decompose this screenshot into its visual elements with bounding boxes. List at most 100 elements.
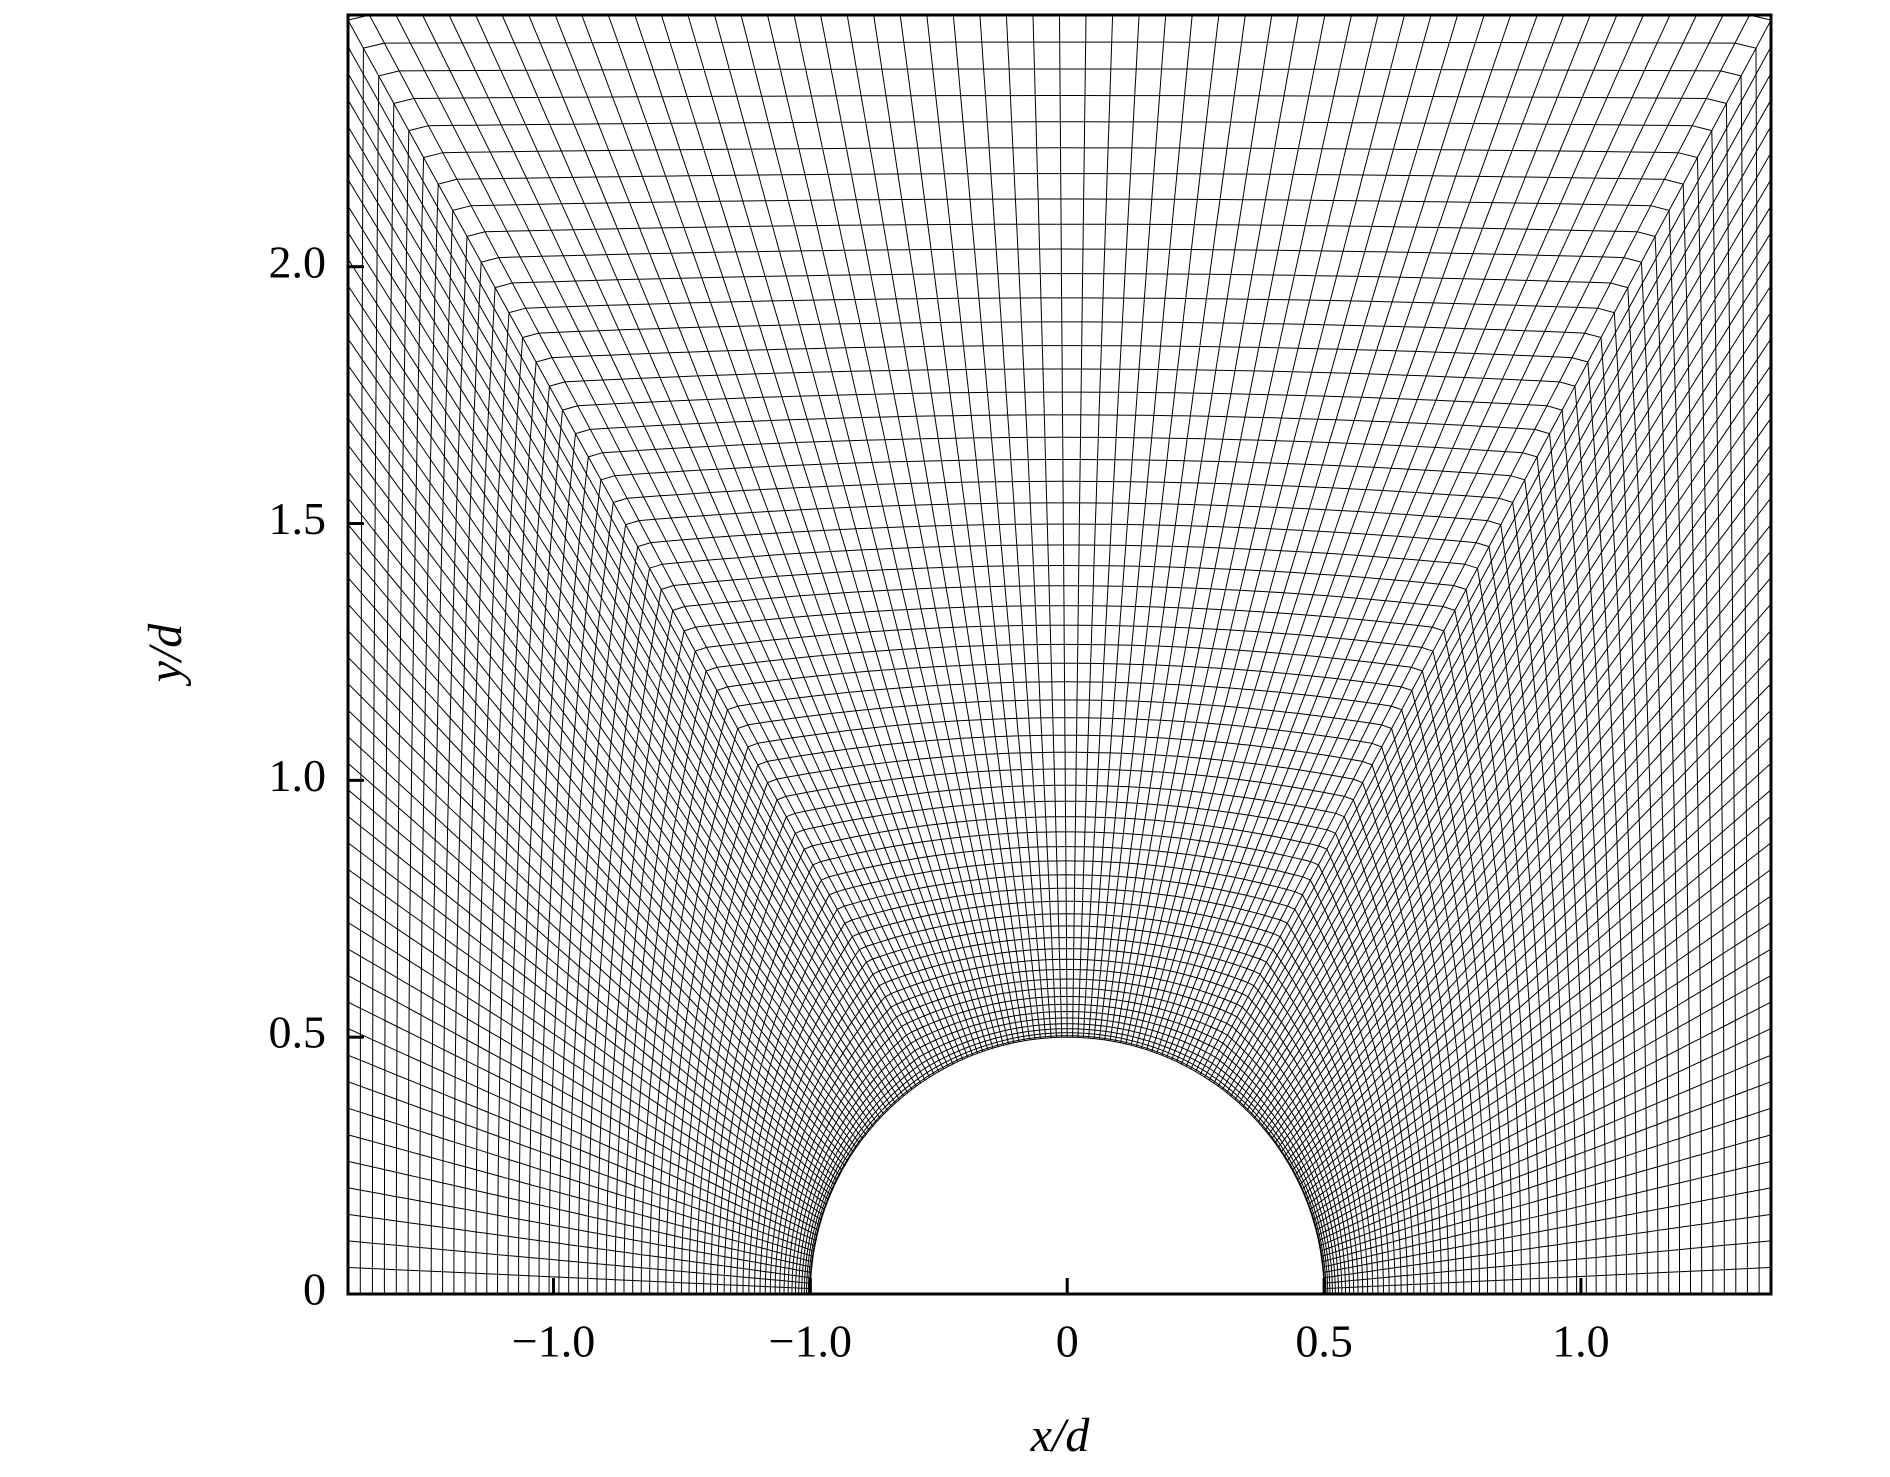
mesh-line — [695, 784, 1435, 1294]
mesh-line — [1280, 550, 1771, 1153]
mesh-line — [453, 248, 1670, 1294]
mesh-line — [348, 497, 860, 1144]
x-tick-label: −1.0 — [512, 1316, 595, 1367]
mesh-line — [736, 874, 1396, 1294]
mesh-line — [809, 1035, 1326, 1294]
mesh-line — [448, 15, 949, 1067]
mesh-line — [748, 900, 1384, 1294]
mesh-line — [1320, 1081, 1771, 1252]
mesh-line — [1176, 15, 1618, 1062]
mesh-line — [348, 15, 1771, 1294]
mesh-line — [486, 321, 1638, 1294]
mesh-line — [754, 913, 1379, 1294]
mesh-line — [596, 564, 1531, 1294]
x-tick-label: 0.5 — [1295, 1316, 1353, 1367]
mesh-line — [348, 550, 854, 1153]
mesh-line — [1319, 1054, 1771, 1247]
mesh-line — [979, 15, 1052, 1038]
mesh-line — [1204, 19, 1771, 1078]
mesh-line — [1274, 497, 1771, 1144]
y-tick-label: 0.5 — [269, 1007, 327, 1058]
mesh-line — [587, 544, 1540, 1294]
mesh-line — [1161, 15, 1538, 1056]
mesh-line — [1323, 1213, 1771, 1279]
y-axis-label: y/d — [139, 623, 192, 688]
mesh-line — [807, 1032, 1327, 1294]
mesh-line — [710, 816, 1421, 1294]
mesh-line — [717, 831, 1415, 1294]
mesh-line — [767, 15, 1010, 1045]
mesh-line — [1077, 15, 1114, 1038]
mesh-line — [464, 273, 1659, 1294]
mesh-line — [1072, 15, 1087, 1038]
mesh-line — [1222, 126, 1771, 1090]
mesh-line — [348, 603, 848, 1162]
mesh — [348, 15, 1771, 1294]
mesh-line — [507, 368, 1617, 1294]
mesh-line — [395, 15, 940, 1072]
mesh-line — [395, 121, 1725, 1294]
y-tick-label: 0 — [303, 1264, 326, 1315]
mesh-line — [605, 585, 1522, 1294]
mesh-line — [688, 768, 1442, 1294]
mesh-line — [348, 364, 877, 1123]
mesh-line — [1230, 179, 1771, 1097]
mesh-line — [740, 15, 1004, 1046]
x-axis-label: x/d — [1030, 1409, 1091, 1462]
mesh-line — [801, 1017, 1333, 1294]
mesh-line — [407, 147, 1714, 1294]
mesh-line — [1238, 232, 1771, 1104]
mesh-line — [791, 996, 1343, 1294]
mesh-line — [809, 1036, 1325, 1294]
mesh-line — [1130, 15, 1379, 1046]
mesh-line — [371, 68, 1748, 1294]
mesh-line — [475, 297, 1648, 1294]
mesh-line — [430, 198, 1691, 1294]
y-tick-label: 1.0 — [269, 750, 327, 801]
mesh-line — [793, 15, 1015, 1043]
mesh-line — [759, 925, 1374, 1294]
mesh-line — [703, 800, 1428, 1294]
mesh-line — [348, 975, 819, 1231]
mesh-line — [1195, 15, 1724, 1072]
mesh-line — [1311, 895, 1771, 1216]
mesh-line — [681, 751, 1450, 1294]
plot-frame — [346, 13, 1773, 1296]
mesh-line — [348, 1081, 815, 1252]
mesh-line — [348, 577, 851, 1157]
mesh-line — [1264, 417, 1771, 1131]
mesh-line — [348, 1213, 811, 1279]
mesh-line — [348, 179, 904, 1097]
mesh-line — [528, 414, 1597, 1294]
mesh-line — [538, 436, 1587, 1294]
mesh-line — [348, 19, 931, 1078]
mesh-line — [1171, 15, 1591, 1060]
x-tick-label: −1.0 — [769, 1316, 852, 1367]
mesh-line — [348, 1267, 811, 1290]
mesh-line — [660, 15, 989, 1050]
mesh-line — [1286, 603, 1771, 1162]
mesh-line — [383, 95, 1737, 1294]
mesh-line — [1246, 285, 1771, 1111]
mesh-line — [497, 345, 1627, 1294]
mesh-line — [1125, 15, 1352, 1045]
mesh-line — [783, 978, 1350, 1294]
mesh-line — [1190, 15, 1697, 1070]
mesh-line — [769, 948, 1364, 1294]
mesh-line — [1323, 1240, 1771, 1284]
mesh-line — [419, 173, 1703, 1294]
mesh-line — [348, 1240, 811, 1284]
mesh-line — [1088, 15, 1167, 1039]
mesh-line — [548, 459, 1578, 1294]
mesh-line — [806, 1028, 1329, 1294]
mesh-line — [632, 643, 1497, 1294]
y-tick-label: 1.5 — [269, 493, 327, 544]
mesh-line — [518, 391, 1607, 1294]
mesh-line — [577, 523, 1549, 1294]
mesh-line — [1098, 15, 1220, 1040]
mesh-line — [1226, 152, 1771, 1093]
mesh-line — [779, 969, 1355, 1294]
mesh-line — [803, 1023, 1331, 1294]
mesh-line — [730, 860, 1402, 1294]
